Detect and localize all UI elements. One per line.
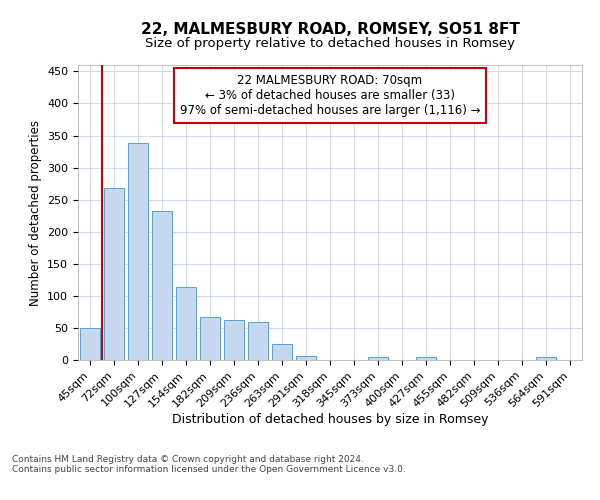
Bar — [200, 317, 220, 360]
Bar — [368, 358, 388, 360]
Bar — [80, 328, 100, 360]
Y-axis label: Number of detached properties: Number of detached properties — [29, 120, 41, 306]
Bar — [248, 322, 268, 360]
Text: 22, MALMESBURY ROAD, ROMSEY, SO51 8FT: 22, MALMESBURY ROAD, ROMSEY, SO51 8FT — [140, 22, 520, 38]
Text: Distribution of detached houses by size in Romsey: Distribution of detached houses by size … — [172, 412, 488, 426]
Bar — [176, 287, 196, 360]
Text: Size of property relative to detached houses in Romsey: Size of property relative to detached ho… — [145, 38, 515, 51]
Bar — [272, 344, 292, 360]
Bar — [128, 143, 148, 360]
Bar — [536, 358, 556, 360]
Text: 22 MALMESBURY ROAD: 70sqm
← 3% of detached houses are smaller (33)
97% of semi-d: 22 MALMESBURY ROAD: 70sqm ← 3% of detach… — [180, 74, 480, 117]
Bar — [224, 320, 244, 360]
Bar — [416, 357, 436, 360]
Text: Contains HM Land Registry data © Crown copyright and database right 2024.
Contai: Contains HM Land Registry data © Crown c… — [12, 455, 406, 474]
Bar — [152, 211, 172, 360]
Bar — [104, 188, 124, 360]
Bar — [296, 356, 316, 360]
